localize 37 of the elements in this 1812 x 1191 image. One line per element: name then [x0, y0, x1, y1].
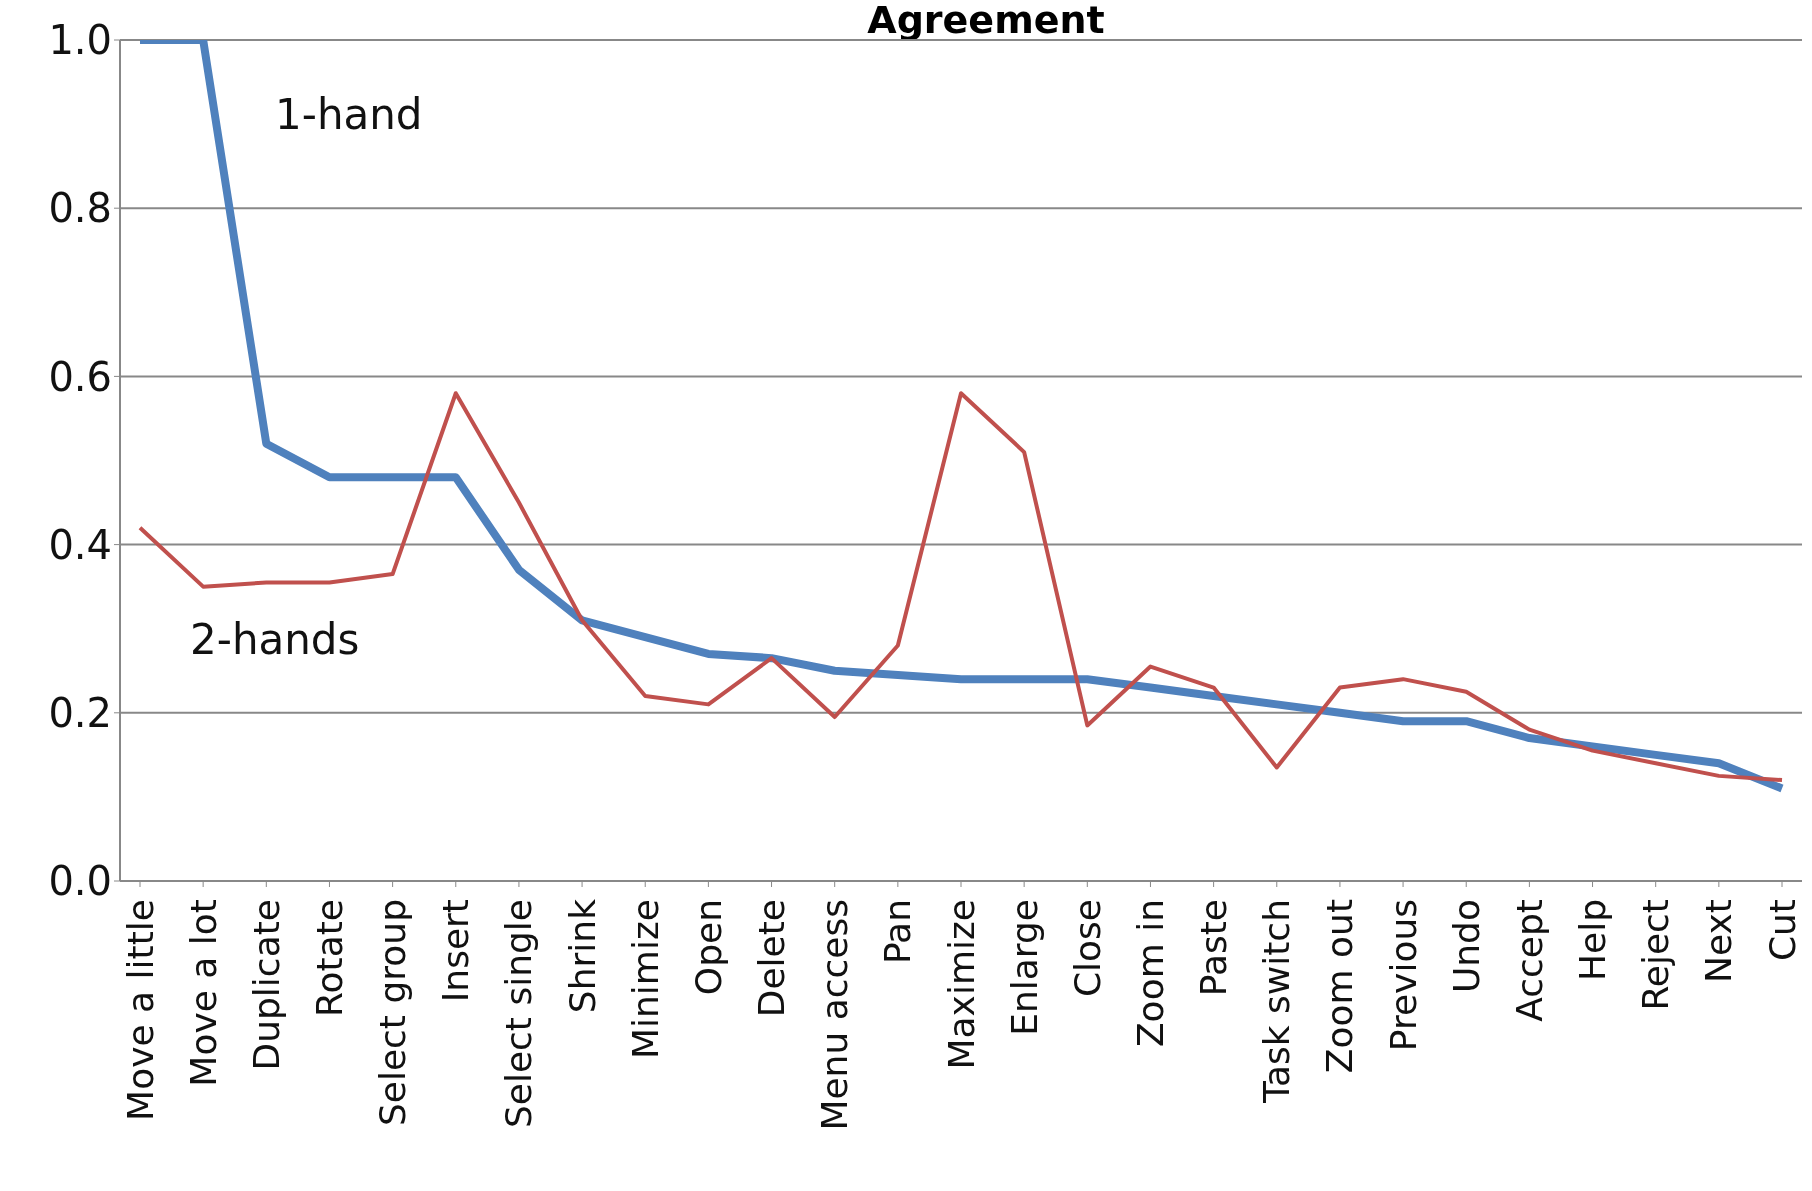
line-series: [138, 391, 1784, 783]
x-tick-label: Open: [687, 899, 729, 996]
x-tick-label: Move a little: [119, 899, 161, 1121]
x-tick-label: Zoom in: [1129, 899, 1171, 1048]
x-tick-label: Minimize: [624, 899, 666, 1059]
x-tick-label: Select group: [372, 899, 414, 1127]
x-tick-label: Menu access: [814, 899, 856, 1131]
x-tick-label: Previous: [1382, 899, 1424, 1052]
x-tick-label: Pan: [877, 899, 919, 964]
series-label: 2-hands: [190, 615, 360, 664]
y-tick-label: 0.0: [48, 858, 112, 905]
y-tick-label: 0.4: [48, 521, 112, 568]
x-tick-label: Shrink: [561, 898, 603, 1014]
chart-title: Agreement: [867, 0, 1105, 42]
x-tick-label: Insert: [435, 899, 477, 1003]
y-tick-label: 0.2: [48, 690, 112, 736]
x-tick-label: Paste: [1193, 899, 1235, 997]
x-tick-label: Select single: [498, 899, 540, 1129]
x-tick-label: Zoom out: [1319, 899, 1361, 1074]
x-tick-label: Next: [1698, 899, 1740, 983]
x-tick-label: Undo: [1445, 899, 1487, 994]
x-tick-label: Accept: [1508, 899, 1550, 1022]
x-tick-label: Enlarge: [1003, 899, 1045, 1036]
x-tick-label: Move a lot: [182, 899, 224, 1087]
y-tick-label: 0.6: [48, 353, 112, 400]
x-tick-label: Help: [1572, 899, 1614, 982]
x-tick-label: Reject: [1635, 899, 1677, 1011]
x-tick-label: Delete: [751, 899, 793, 1018]
y-tick-label: 1.0: [48, 17, 112, 64]
x-tick-label: Maximize: [940, 899, 982, 1070]
x-tick-label: Rotate: [308, 899, 350, 1017]
y-tick-label: 0.8: [48, 185, 112, 232]
series-label: 1-hand: [275, 90, 423, 139]
x-tick-label: Close: [1066, 899, 1108, 998]
x-tick-label: Duplicate: [245, 899, 287, 1071]
x-tick-label: Task switch: [1256, 899, 1298, 1105]
x-tick-label: Cut: [1761, 899, 1803, 962]
